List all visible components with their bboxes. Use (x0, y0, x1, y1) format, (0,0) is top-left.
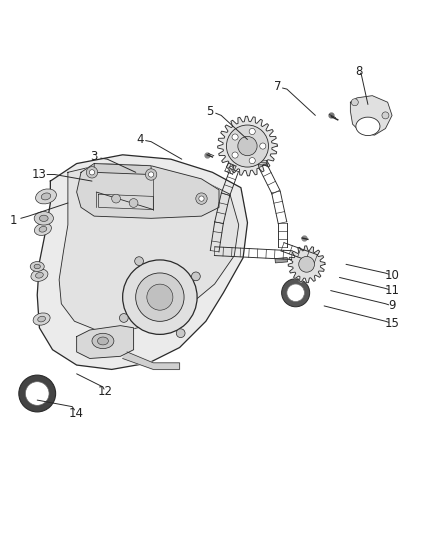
Circle shape (232, 134, 238, 140)
Circle shape (282, 279, 310, 307)
Circle shape (89, 169, 95, 175)
Circle shape (135, 257, 143, 265)
Circle shape (226, 125, 268, 167)
Polygon shape (350, 96, 392, 135)
Circle shape (120, 313, 128, 322)
Circle shape (232, 152, 238, 158)
Ellipse shape (97, 337, 108, 345)
Ellipse shape (31, 269, 48, 281)
Text: 5: 5 (207, 104, 214, 117)
Ellipse shape (39, 227, 47, 232)
Ellipse shape (34, 264, 40, 269)
Circle shape (176, 329, 185, 337)
Circle shape (129, 199, 138, 207)
Circle shape (86, 167, 98, 178)
Bar (275, 257, 288, 263)
Circle shape (260, 143, 266, 149)
Ellipse shape (41, 193, 51, 200)
Polygon shape (77, 326, 134, 359)
Circle shape (145, 169, 157, 180)
Circle shape (287, 284, 304, 302)
Text: 7: 7 (274, 80, 282, 93)
Circle shape (19, 375, 56, 412)
Circle shape (196, 193, 207, 204)
Text: 9: 9 (388, 300, 396, 312)
Ellipse shape (33, 313, 50, 325)
Polygon shape (37, 155, 247, 369)
Ellipse shape (30, 262, 44, 271)
Ellipse shape (38, 316, 46, 322)
Ellipse shape (39, 215, 48, 221)
Polygon shape (288, 246, 325, 282)
Ellipse shape (35, 189, 57, 204)
Text: 12: 12 (98, 385, 113, 398)
Polygon shape (59, 164, 239, 330)
Text: 15: 15 (385, 317, 399, 330)
Circle shape (351, 99, 358, 106)
Circle shape (123, 260, 197, 334)
Text: 10: 10 (385, 269, 399, 282)
Text: 1: 1 (9, 214, 17, 227)
Text: 8: 8 (356, 65, 363, 78)
Ellipse shape (35, 272, 43, 278)
Circle shape (238, 136, 257, 156)
Polygon shape (123, 352, 180, 369)
Polygon shape (218, 116, 277, 176)
Ellipse shape (34, 212, 53, 225)
Circle shape (147, 284, 173, 310)
Circle shape (25, 382, 49, 405)
Circle shape (191, 272, 200, 281)
Ellipse shape (356, 117, 380, 135)
Circle shape (148, 172, 154, 177)
Polygon shape (94, 164, 151, 174)
Text: 14: 14 (69, 407, 84, 419)
Ellipse shape (92, 333, 114, 349)
Circle shape (249, 158, 255, 164)
Text: 13: 13 (32, 168, 47, 181)
Circle shape (199, 196, 204, 201)
Circle shape (112, 194, 120, 203)
Circle shape (382, 112, 389, 119)
Text: 4: 4 (136, 133, 144, 146)
Text: 11: 11 (385, 284, 399, 297)
Circle shape (136, 273, 184, 321)
Ellipse shape (35, 223, 51, 236)
Polygon shape (77, 164, 219, 219)
Text: 3: 3 (91, 150, 98, 164)
Circle shape (249, 128, 255, 134)
Circle shape (299, 256, 314, 272)
